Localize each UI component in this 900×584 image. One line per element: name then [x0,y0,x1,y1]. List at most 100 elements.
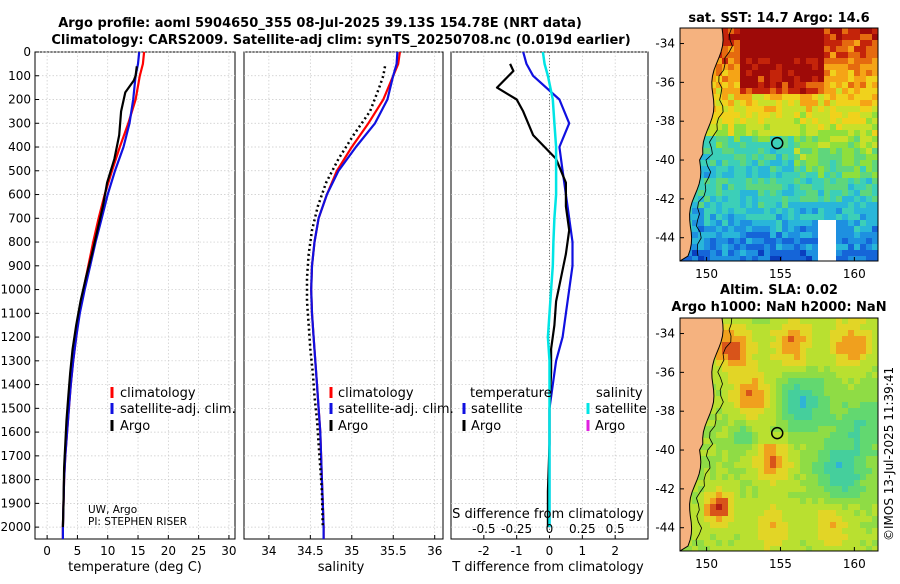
sla-cell [722,426,729,433]
sst-cell [740,40,747,47]
sla-cell [830,498,837,505]
sst-cell [734,52,741,59]
sla-cell [740,546,747,551]
sst-cell [818,208,825,215]
sla-cell [830,360,837,367]
sst-cell [782,160,789,167]
sst-cell [710,160,717,167]
sst-cell [716,136,723,143]
depth-tick-label: 1500 [0,401,31,415]
sst-cell [824,124,831,131]
sst-cell [818,226,825,233]
sla-cell [806,390,813,397]
sla-cell [698,480,705,487]
sst-cell [836,256,843,261]
sst-cell [842,94,849,101]
sla-cell [824,492,831,499]
sst-cell [758,154,765,161]
sla-cell [716,426,723,433]
sla-cell [836,438,843,445]
sla-cell [710,408,717,415]
sst-cell [704,130,711,137]
sla-cell [860,330,867,337]
sla-cell [842,366,849,373]
sst-cell [824,34,831,41]
sst-cell [746,124,753,131]
sst-cell [740,190,747,197]
depth-tick-label: 400 [8,140,31,154]
sst-cell [746,112,753,119]
sla-cell [842,510,849,517]
sla-cell [728,492,735,499]
sla-cell [836,486,843,493]
sla-cell [752,354,759,361]
sla-cell [716,390,723,397]
sst-cell [758,64,765,71]
sst-cell [860,178,867,185]
sst-cell [722,34,729,41]
sla-cell [722,510,729,517]
sst-cell [758,118,765,125]
sla-cell [740,492,747,499]
sst-cell [776,220,783,227]
sst-cell [860,28,867,35]
sst-cell [728,28,735,35]
sla-cell [710,462,717,469]
sla-cell [758,348,765,355]
sst-cell [800,70,807,77]
sst-cell [776,52,783,59]
sst-cell [860,184,867,191]
sla-cell [770,330,777,337]
sla-cell [776,450,783,457]
sla-cell [740,384,747,391]
sla-cell [746,402,753,409]
sst-cell [770,148,777,155]
sst-cell [818,256,825,261]
sla-cell [728,414,735,421]
sla-cell [806,330,813,337]
sst-cell [752,52,759,59]
sla-cell [764,384,771,391]
sla-cell [866,348,873,355]
sla-map-frame [679,317,879,552]
sla-cell [794,438,801,445]
sla-cell [704,420,711,427]
sst-cell [872,148,878,155]
sla-cell [836,492,843,499]
sla-cell [860,324,867,331]
sst-cell [758,28,765,35]
sst-cell [764,106,771,113]
sla-cell [770,438,777,445]
sla-cell [794,366,801,373]
sla-cell [704,510,711,517]
sla-cell [830,546,837,551]
sla-cell [872,426,878,433]
sla-cell [710,420,717,427]
sst-cell [746,154,753,161]
sla-cell [866,426,873,433]
legend-temperature-heading: temperature [470,386,552,401]
sla-cell [788,546,795,551]
sst-cell [842,112,849,119]
sla-cell [866,378,873,385]
sst-cell [866,154,873,161]
sst-cell [818,196,825,203]
sla-cell [764,408,771,415]
sla-cell [752,528,759,535]
sla-cell [860,408,867,415]
sla-cell [764,528,771,535]
sst-cell [758,136,765,143]
sla-cell [734,438,741,445]
sst-cell [830,124,837,131]
sst-cell [806,124,813,131]
sst-argo-position-marker [770,136,784,150]
sst-cell [794,136,801,143]
sst-cell [758,208,765,215]
sla-cell [716,414,723,421]
legend-satellite-label: satellite-adj. clim. [338,402,454,417]
sla-cell [806,432,813,439]
sla-cell [824,396,831,403]
sla-cell [734,372,741,379]
sst-cell [776,58,783,65]
sst-cell [812,118,819,125]
